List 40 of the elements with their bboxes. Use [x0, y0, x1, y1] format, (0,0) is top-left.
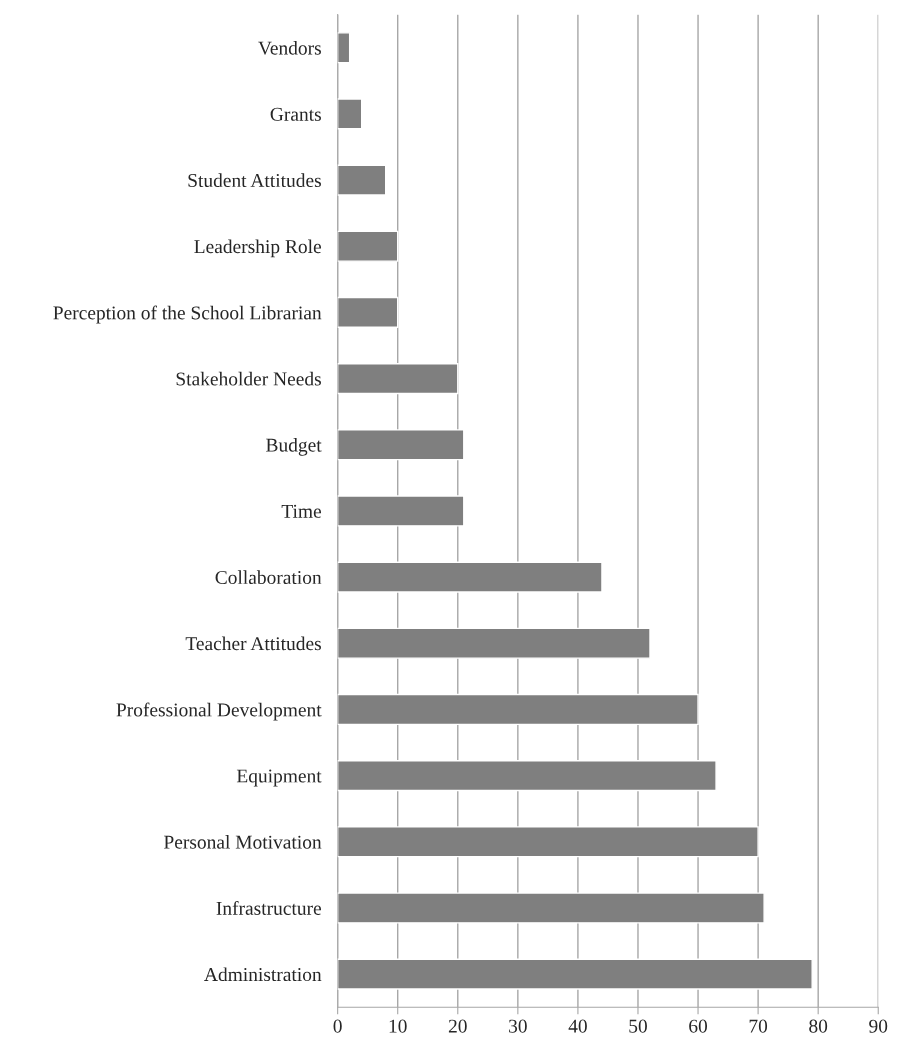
x-tick-label: 60 [689, 1019, 708, 1033]
y-tick-label: Professional Development [116, 702, 322, 721]
bar [337, 826, 759, 858]
bar [337, 561, 603, 593]
x-tick-label: 30 [509, 1019, 527, 1033]
bar [337, 958, 813, 990]
bar [337, 363, 459, 395]
y-tick-label: Teacher Attitudes [185, 636, 321, 651]
x-tick-label: 90 [869, 1019, 888, 1033]
x-tick-label: 80 [809, 1019, 828, 1033]
x-tick-label: 70 [749, 1019, 768, 1033]
y-tick-label: Budget [266, 438, 322, 456]
y-tick-label: Grants [270, 107, 321, 121]
x-tick-label: 40 [568, 1019, 587, 1033]
y-tick-label: Infrastructure [216, 901, 321, 915]
bar [337, 495, 465, 527]
x-tick-label: 50 [629, 1019, 647, 1033]
y-tick-label: Stakeholder Needs [176, 371, 321, 386]
x-tick-label: 20 [448, 1019, 467, 1033]
y-tick-label: Collaboration [215, 570, 322, 585]
y-tick-label: Time [281, 504, 321, 518]
y-tick-label: Administration [204, 967, 322, 982]
y-tick-label: Leadership Role [194, 239, 321, 258]
y-tick-label: Equipment [236, 769, 322, 787]
y-tick-label: Personal Motivation [163, 835, 322, 849]
bar [337, 164, 387, 196]
bar [337, 760, 717, 792]
y-tick-label: Perception of the School Librarian [53, 305, 322, 324]
bar [337, 892, 765, 924]
x-tick-label: 0 [333, 1019, 342, 1033]
bar [337, 693, 699, 726]
y-tick-label: Vendors [258, 41, 321, 55]
bar [337, 296, 399, 329]
bar [337, 98, 363, 130]
bar [337, 429, 465, 461]
x-tick-label: 10 [389, 1019, 407, 1033]
y-tick-label: Student Attitudes [188, 173, 321, 188]
bar [337, 230, 399, 262]
bar [337, 627, 651, 659]
bar [337, 32, 351, 64]
